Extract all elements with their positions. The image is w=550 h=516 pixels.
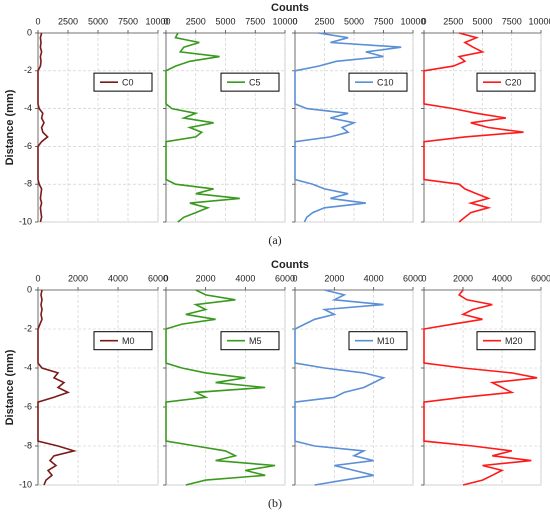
x-tick-label: 10000 <box>145 16 170 26</box>
legend-box <box>348 72 408 92</box>
y-tick-label: -10 <box>19 216 32 226</box>
legend-label: M5 <box>249 336 262 346</box>
x-tick-label: 5000 <box>472 16 492 26</box>
x-tick-label: 0 <box>35 273 40 283</box>
legend-box <box>348 331 408 351</box>
figure-caption: (a) <box>268 233 281 247</box>
x-tick-label: 7500 <box>373 16 393 26</box>
legend-label: C10 <box>377 78 394 88</box>
x-tick-label: 0 <box>163 273 168 283</box>
y-tick-label: -2 <box>24 65 32 75</box>
x-tick-label: 10000 <box>272 16 297 26</box>
x-tick-label: 0 <box>35 16 40 26</box>
legend-box <box>476 331 536 351</box>
x-tick-label: 0 <box>163 16 168 26</box>
legend-label: M10 <box>377 336 395 346</box>
y-tick-label: -4 <box>24 103 32 113</box>
x-tick-label: 0 <box>292 273 297 283</box>
profile-line <box>294 289 386 486</box>
legend-box <box>476 72 536 92</box>
y-tick-label: -6 <box>24 141 32 151</box>
axis-title: Counts <box>271 259 309 271</box>
x-tick-label: 4000 <box>108 273 128 283</box>
y-axis-label: Distance (mm) <box>4 89 16 165</box>
profile-line <box>294 32 402 223</box>
plot-area <box>423 289 542 486</box>
profile-line <box>423 289 538 486</box>
x-tick-label: 10000 <box>400 16 425 26</box>
y-tick-label: -8 <box>24 440 32 450</box>
x-tick-label: 7500 <box>118 16 138 26</box>
legend-label: C5 <box>249 78 261 88</box>
x-tick-label: 2500 <box>58 16 78 26</box>
legend-box <box>93 331 153 351</box>
x-tick-label: 7500 <box>245 16 265 26</box>
figure-caption: (b) <box>268 496 282 510</box>
legend-label: M0 <box>122 336 135 346</box>
legend-box <box>220 72 280 92</box>
x-tick-label: 6000 <box>403 273 423 283</box>
legend-label: C20 <box>505 78 522 88</box>
x-tick-label: 6000 <box>148 273 168 283</box>
profile-line <box>37 32 49 223</box>
x-tick-label: 2000 <box>196 273 216 283</box>
x-tick-label: 2500 <box>443 16 463 26</box>
plot-area <box>165 289 286 486</box>
legend-label: C0 <box>122 78 134 88</box>
y-tick-label: -8 <box>24 179 32 189</box>
y-tick-label: -10 <box>19 479 32 489</box>
x-tick-label: 5000 <box>88 16 108 26</box>
x-tick-label: 2500 <box>314 16 334 26</box>
profile-line <box>37 289 78 486</box>
profile-line <box>165 289 276 486</box>
x-tick-label: 2500 <box>186 16 206 26</box>
x-tick-label: 2000 <box>324 273 344 283</box>
x-tick-label: 5000 <box>344 16 364 26</box>
x-tick-label: 4000 <box>364 273 384 283</box>
x-tick-label: 5000 <box>215 16 235 26</box>
x-tick-label: 10000 <box>528 16 550 26</box>
x-tick-label: 0 <box>421 16 426 26</box>
y-tick-label: 0 <box>27 284 32 294</box>
profile-line <box>423 32 524 223</box>
y-axis-label: Distance (mm) <box>4 349 16 425</box>
x-tick-label: 6000 <box>531 273 550 283</box>
x-tick-label: 0 <box>292 16 297 26</box>
profile-line <box>165 32 240 223</box>
y-tick-label: -2 <box>24 323 32 333</box>
x-tick-label: 2000 <box>68 273 88 283</box>
y-tick-label: -4 <box>24 362 32 372</box>
x-tick-label: 0 <box>421 273 426 283</box>
legend-box <box>93 72 153 92</box>
legend-label: M20 <box>505 336 523 346</box>
x-tick-label: 6000 <box>275 273 295 283</box>
x-tick-label: 4000 <box>235 273 255 283</box>
legend-box <box>220 331 280 351</box>
y-tick-label: -6 <box>24 401 32 411</box>
plot-area <box>294 289 414 486</box>
y-tick-label: 0 <box>27 27 32 37</box>
axis-title: Counts <box>271 2 309 14</box>
x-tick-label: 2000 <box>453 273 473 283</box>
x-tick-label: 7500 <box>502 16 522 26</box>
x-tick-label: 4000 <box>492 273 512 283</box>
